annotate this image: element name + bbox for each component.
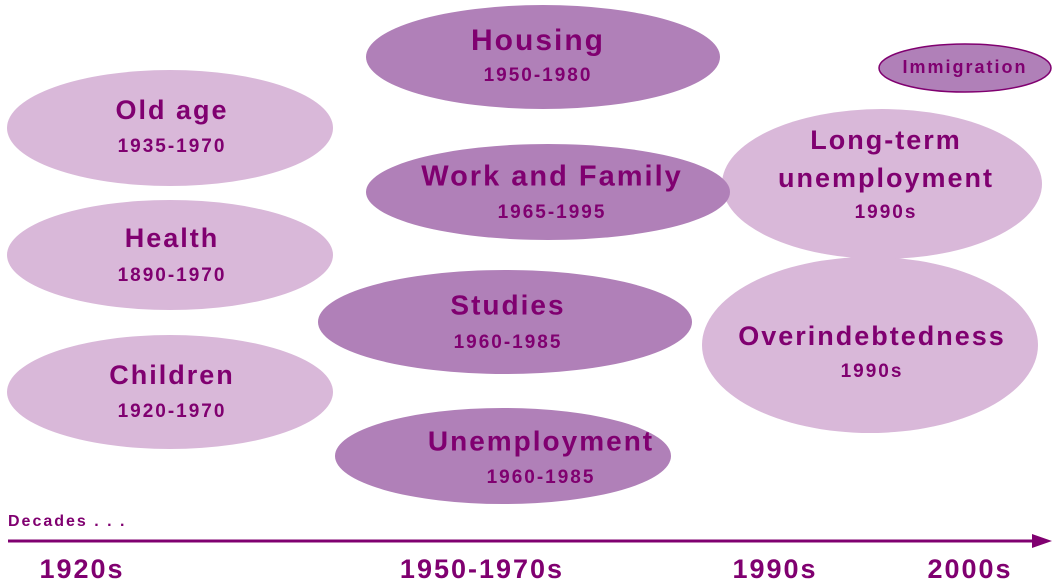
ellipse bbox=[702, 257, 1038, 433]
ellipse bbox=[366, 5, 720, 109]
node-label: Long-term bbox=[810, 125, 961, 155]
node-label: Housing bbox=[471, 24, 605, 57]
node-label: Studies bbox=[450, 289, 565, 320]
ellipse bbox=[7, 335, 333, 449]
node-years: 1890-1970 bbox=[118, 265, 227, 286]
node-label: Unemployment bbox=[428, 425, 654, 456]
node-years: 1960-1985 bbox=[487, 467, 596, 488]
node-label: Children bbox=[109, 360, 235, 390]
axis-label: 1990s bbox=[732, 554, 817, 584]
node-years: 1950-1980 bbox=[484, 65, 593, 86]
node-years: 1965-1995 bbox=[498, 202, 607, 223]
node-label: Work and Family bbox=[421, 161, 683, 193]
arrow-head bbox=[1032, 534, 1052, 548]
node-label: Old age bbox=[115, 95, 228, 125]
node-label: Health bbox=[125, 223, 220, 253]
ellipse bbox=[366, 144, 730, 240]
ellipse bbox=[335, 408, 671, 504]
ellipse bbox=[878, 43, 1052, 93]
axis-label: 2000s bbox=[927, 554, 1012, 584]
node-years: 1960-1985 bbox=[454, 332, 563, 353]
axis-label: 1920s bbox=[39, 554, 124, 584]
ellipse bbox=[7, 200, 333, 310]
node-label: Overindebtedness bbox=[738, 321, 1006, 351]
axis-label: 1950-1970s bbox=[400, 554, 564, 584]
node-years: 1920-1970 bbox=[118, 401, 227, 422]
node-years: 1990s bbox=[855, 202, 918, 223]
node-years: 1990s bbox=[841, 361, 904, 382]
node-label: Immigration bbox=[902, 57, 1027, 77]
node-label: unemployment bbox=[778, 163, 994, 193]
ellipse bbox=[7, 70, 333, 186]
ellipse bbox=[318, 270, 692, 374]
ellipse bbox=[722, 109, 1042, 259]
node-years: 1935-1970 bbox=[118, 136, 227, 157]
axis-title: Decades . . . bbox=[8, 513, 127, 530]
